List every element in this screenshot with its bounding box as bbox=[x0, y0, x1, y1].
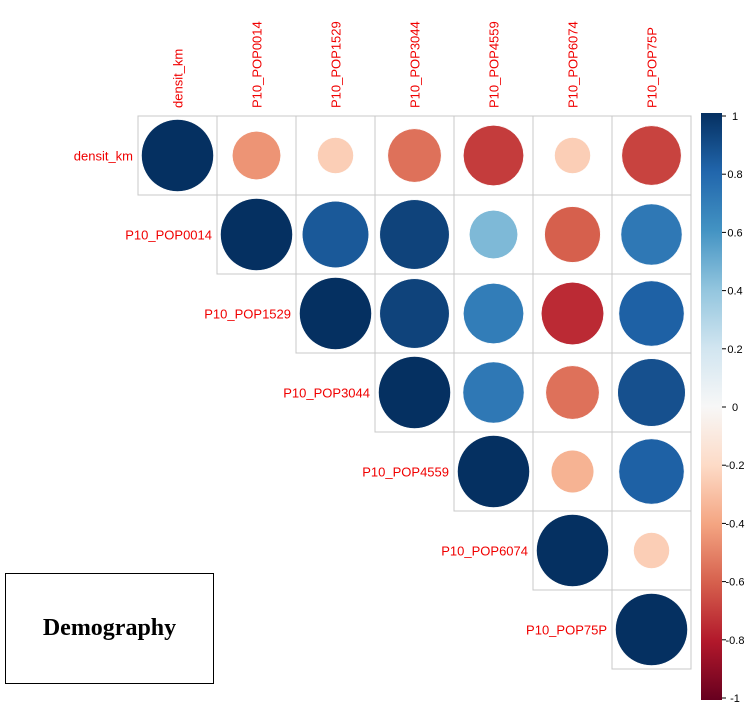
column-label: P10_POP75P bbox=[645, 27, 660, 108]
colorbar-tick-label: 0.2 bbox=[727, 344, 742, 356]
correlation-circle bbox=[232, 131, 281, 180]
row-label: P10_POP0014 bbox=[125, 228, 212, 243]
row-label: P10_POP3044 bbox=[283, 386, 370, 401]
caption-text: Demography bbox=[42, 615, 177, 641]
correlation-circle bbox=[615, 593, 688, 666]
correlation-circle bbox=[463, 125, 524, 186]
correlation-circle bbox=[141, 119, 214, 192]
column-label: P10_POP4559 bbox=[487, 21, 502, 108]
correlation-circle bbox=[541, 282, 604, 345]
colorbar: 1 0.8 0.6 0.4 0.2 0 -0.2 -0.4 -0.6 -0.8 -1 bbox=[701, 111, 744, 704]
colorbar-tick-label: 0.6 bbox=[727, 227, 742, 239]
column-label: P10_POP6074 bbox=[566, 21, 581, 108]
correlation-circle bbox=[457, 435, 530, 508]
correlation-circle bbox=[462, 361, 525, 424]
correlation-circle bbox=[550, 449, 595, 494]
correlation-circle bbox=[618, 438, 685, 505]
colorbar-tick-label: 0.8 bbox=[727, 169, 742, 181]
correlation-circle bbox=[302, 201, 369, 268]
row-label: densit_km bbox=[74, 149, 133, 164]
row-label: P10_POP75P bbox=[526, 623, 607, 638]
correlation-circle bbox=[378, 356, 451, 429]
correlation-circle bbox=[536, 514, 609, 587]
colorbar-tick-label: -0.8 bbox=[726, 635, 745, 647]
row-label: P10_POP1529 bbox=[204, 307, 291, 322]
correlation-circle bbox=[544, 206, 601, 263]
column-label: P10_POP1529 bbox=[329, 21, 344, 108]
colorbar-tick-label: -0.6 bbox=[726, 577, 745, 589]
correlation-circle bbox=[618, 280, 685, 347]
colorbar-tick-label: -1 bbox=[730, 693, 740, 704]
correlation-circle bbox=[554, 137, 591, 174]
colorbar-tick-label: 0.4 bbox=[727, 286, 742, 298]
correlation-circle bbox=[317, 137, 354, 174]
correlation-circle bbox=[469, 210, 518, 259]
variable-labels: densit_km P10_POP0014 P10_POP1529 P10_POP30… bbox=[74, 21, 660, 637]
colorbar-tick-label: -0.4 bbox=[726, 518, 745, 530]
colorbar-tick-label: 1 bbox=[732, 111, 738, 123]
column-label: P10_POP3044 bbox=[408, 21, 423, 108]
correlation-circle bbox=[617, 358, 686, 427]
colorbar-tick-label: 0 bbox=[732, 402, 738, 414]
column-label: P10_POP0014 bbox=[250, 21, 265, 108]
caption-box: Demography bbox=[5, 573, 214, 684]
column-label: densit_km bbox=[171, 49, 186, 108]
grid-cells bbox=[137, 115, 692, 670]
correlation-circle bbox=[621, 125, 682, 186]
correlation-circle bbox=[463, 283, 524, 344]
colorbar-tick-label: -0.2 bbox=[726, 460, 745, 472]
correlation-circle bbox=[220, 198, 293, 271]
correlation-circle bbox=[379, 199, 450, 270]
colorbar-gradient bbox=[701, 113, 722, 700]
correlation-circle bbox=[620, 203, 683, 266]
correlation-circles bbox=[141, 119, 688, 666]
correlation-circle bbox=[633, 532, 670, 569]
correlation-circle bbox=[379, 278, 450, 349]
correlation-circle bbox=[387, 128, 442, 183]
grid-cell bbox=[611, 589, 692, 670]
correlation-circle bbox=[545, 365, 600, 420]
row-label: P10_POP6074 bbox=[441, 544, 528, 559]
correlation-circle bbox=[299, 277, 372, 350]
row-label: P10_POP4559 bbox=[362, 465, 449, 480]
